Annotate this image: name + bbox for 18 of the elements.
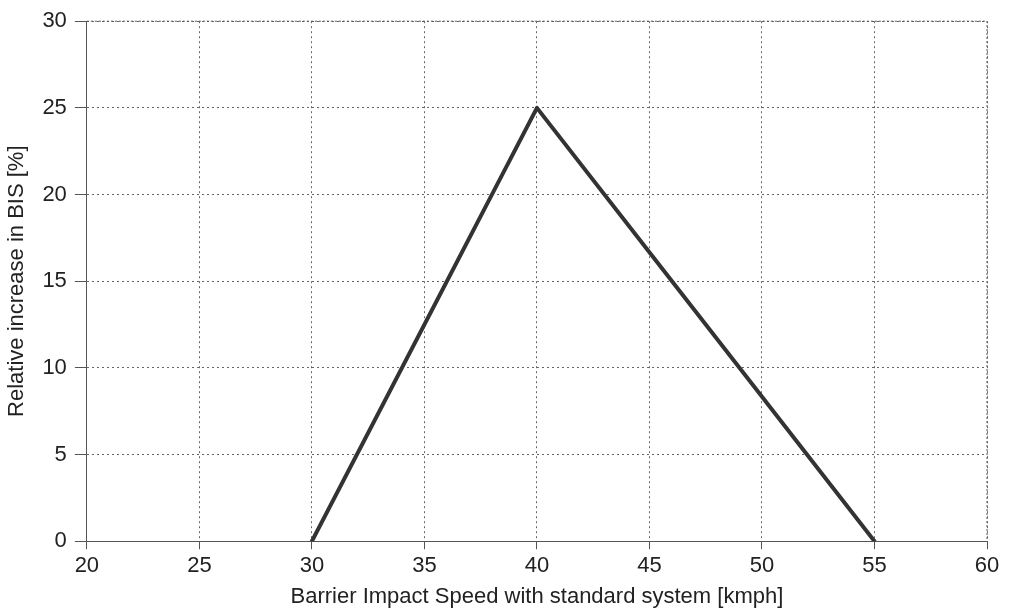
y-tick-label: 0 — [54, 527, 67, 553]
x-tick-label: 50 — [749, 552, 775, 578]
y-tick-label: 5 — [54, 440, 67, 466]
x-tick-label: 25 — [187, 552, 212, 578]
y-tick-label: 20 — [42, 180, 67, 206]
y-tick-label: 30 — [42, 7, 67, 33]
x-tick-label: 30 — [299, 552, 325, 578]
x-tick-label: 45 — [637, 552, 662, 578]
x-tick-label: 60 — [974, 552, 1000, 578]
x-tick-label: 40 — [524, 552, 550, 578]
x-tick-label: 55 — [862, 552, 887, 578]
x-axis-title: Barrier Impact Speed with standard system [kmph] — [290, 582, 784, 608]
x-tick-label: 20 — [74, 552, 100, 578]
y-tick-label: 15 — [42, 267, 67, 293]
x-tick-label: 35 — [412, 552, 437, 578]
y-tick-label: 10 — [42, 353, 67, 379]
y-tick-label: 25 — [42, 93, 67, 119]
y-axis-title: Relative increase in BIS [%] — [3, 145, 29, 417]
